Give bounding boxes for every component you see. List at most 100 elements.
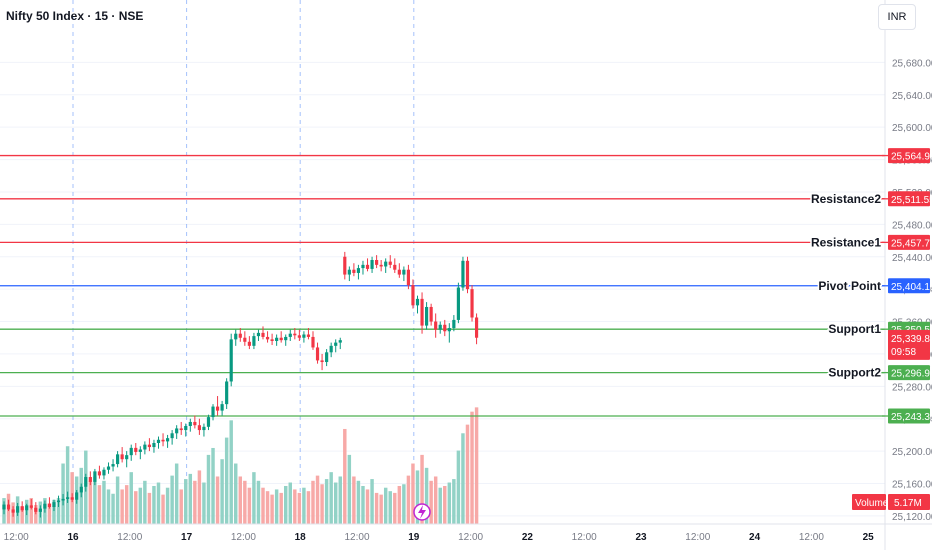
candle-body xyxy=(270,339,274,341)
candle-body xyxy=(116,454,120,465)
candle-body xyxy=(129,447,133,456)
time-tick-label: 24 xyxy=(749,532,761,543)
candle-body xyxy=(315,347,320,361)
volume-bar xyxy=(383,487,388,524)
volume-bar xyxy=(265,491,270,524)
volume-bar xyxy=(447,482,452,524)
candle-body xyxy=(284,336,288,341)
volume-bar xyxy=(211,447,215,524)
candle-body xyxy=(329,345,333,353)
volume-bar xyxy=(411,463,415,524)
currency-selector[interactable]: INR xyxy=(878,4,916,30)
candle-body xyxy=(125,455,129,460)
volume-bar xyxy=(102,480,106,524)
volume-bar xyxy=(111,493,115,524)
volume-bar xyxy=(270,494,274,524)
candle-body xyxy=(152,443,156,448)
price-tags: 25,564.95 25,511.55 25,457.75 25,404.15 25,3… xyxy=(852,148,932,510)
price-tick-label: 25,480.00 xyxy=(892,220,932,231)
volume-bar xyxy=(147,492,152,524)
candle-body xyxy=(102,469,106,476)
volume-bar xyxy=(124,485,129,524)
candle-body xyxy=(452,319,456,329)
candle-body xyxy=(61,498,65,501)
candle-body xyxy=(197,425,201,431)
candle-body xyxy=(425,306,429,326)
candle-body xyxy=(20,506,24,511)
candle-body xyxy=(456,287,460,320)
volume-bar xyxy=(302,487,306,524)
volume-bar xyxy=(333,482,338,524)
candle-body xyxy=(206,417,211,427)
volume-bar xyxy=(424,467,429,524)
volume-bar xyxy=(134,491,138,524)
candle-body xyxy=(147,444,151,448)
time-tick-label: 19 xyxy=(408,532,420,543)
candle-body xyxy=(211,406,215,418)
volume-bar xyxy=(274,489,279,524)
volume-bar xyxy=(115,476,120,524)
volume-bar xyxy=(465,424,470,524)
time-tick-label: 17 xyxy=(181,532,193,543)
volume-bar xyxy=(370,479,374,524)
time-tick-label: 16 xyxy=(67,532,79,543)
price-tag-label: 25,511.55 xyxy=(891,195,932,206)
candle-body xyxy=(375,259,379,265)
candle-body xyxy=(461,260,465,288)
price-tag-label: 25,457.75 xyxy=(891,238,932,249)
bar-countdown-label: 09:58 xyxy=(891,347,916,358)
volume-bar xyxy=(206,454,211,524)
time-tick-label: 12:00 xyxy=(344,532,369,543)
candle-body xyxy=(238,333,242,338)
volume-bar xyxy=(329,472,333,524)
candle-body xyxy=(265,336,270,340)
candle-body xyxy=(165,438,170,442)
volume-bar xyxy=(379,494,383,524)
candle-body xyxy=(111,464,115,467)
time-tick-label: 12:00 xyxy=(685,532,710,543)
time-tick-label: 23 xyxy=(635,532,647,543)
volume-bar xyxy=(461,433,465,524)
candle-body xyxy=(402,269,406,275)
volume-bar xyxy=(243,480,247,524)
volume-bar xyxy=(356,480,361,524)
price-tag-box xyxy=(888,191,930,207)
volume-bar xyxy=(429,480,433,524)
volume-bar xyxy=(361,485,365,524)
bolt-icon xyxy=(418,505,426,519)
volume-bar xyxy=(261,487,265,524)
time-tick-label: 12:00 xyxy=(458,532,483,543)
volume-bar xyxy=(452,479,456,524)
volume-bar xyxy=(56,498,61,524)
candle-body xyxy=(175,428,179,434)
volume-bar xyxy=(406,475,411,524)
candle-body xyxy=(356,268,361,273)
candle-body xyxy=(365,264,370,269)
volume-bar xyxy=(352,476,356,524)
candle-body xyxy=(6,504,11,510)
volume-bar xyxy=(197,470,202,524)
price-tick-label: 25,160.00 xyxy=(892,480,932,491)
candle-body xyxy=(70,497,74,500)
candle-body xyxy=(311,336,315,348)
alert-bolt-icon[interactable] xyxy=(413,503,431,521)
volume-bar xyxy=(388,491,392,524)
volume-bar xyxy=(311,480,315,524)
candle-body xyxy=(29,505,33,508)
volume-label: Volume xyxy=(855,498,889,509)
candle-body xyxy=(429,306,433,322)
candle-body xyxy=(288,333,292,337)
volume-bar xyxy=(120,489,124,524)
volume-bar xyxy=(347,454,352,524)
volume-bar xyxy=(29,498,33,524)
volume-bar xyxy=(315,475,320,524)
price-tag-label: 25,404.15 xyxy=(891,282,932,293)
volume-bar xyxy=(165,487,170,524)
candle-body xyxy=(334,342,338,346)
candle-body xyxy=(43,503,47,509)
volume-bar xyxy=(470,411,474,524)
volume-bar xyxy=(152,485,156,524)
volume-bar xyxy=(343,428,347,524)
time-tick-label: 22 xyxy=(522,532,534,543)
